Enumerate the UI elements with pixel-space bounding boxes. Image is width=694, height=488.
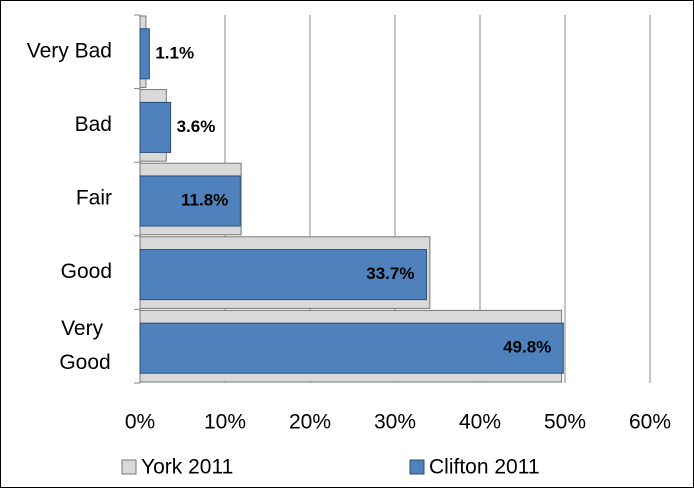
y-tick-label: Very Bad xyxy=(27,39,112,62)
data-label: 1.1% xyxy=(155,43,194,62)
bar xyxy=(139,28,150,80)
x-tick-label: 40% xyxy=(459,411,501,434)
x-tick-label: 20% xyxy=(289,411,331,434)
bar xyxy=(139,175,241,227)
bar xyxy=(139,322,564,374)
x-tick-label: 50% xyxy=(544,411,586,434)
x-tick-label: 10% xyxy=(204,411,246,434)
legend-label: Clifton 2011 xyxy=(429,456,540,479)
x-tick-label: 30% xyxy=(374,411,416,434)
data-label: 11.8% xyxy=(181,190,228,209)
legend-swatch xyxy=(409,459,425,475)
y-tick-label: Fair xyxy=(76,187,112,210)
data-label: 33.7% xyxy=(366,264,414,283)
x-tick-label: 0% xyxy=(125,411,155,434)
y-tick-label: Bad xyxy=(75,113,112,136)
data-label: 3.6% xyxy=(177,117,216,136)
label-line: Very xyxy=(61,317,109,340)
legend-label: York 2011 xyxy=(141,456,233,479)
x-tick-label: 60% xyxy=(629,411,671,434)
bar xyxy=(139,249,427,301)
legend-swatch xyxy=(121,459,137,475)
bar xyxy=(139,101,172,153)
data-label: 49.8% xyxy=(503,338,551,357)
y-tick-label: Very Good xyxy=(59,317,110,374)
y-tick-label: Good xyxy=(61,260,112,283)
label-line: Good xyxy=(59,351,110,374)
